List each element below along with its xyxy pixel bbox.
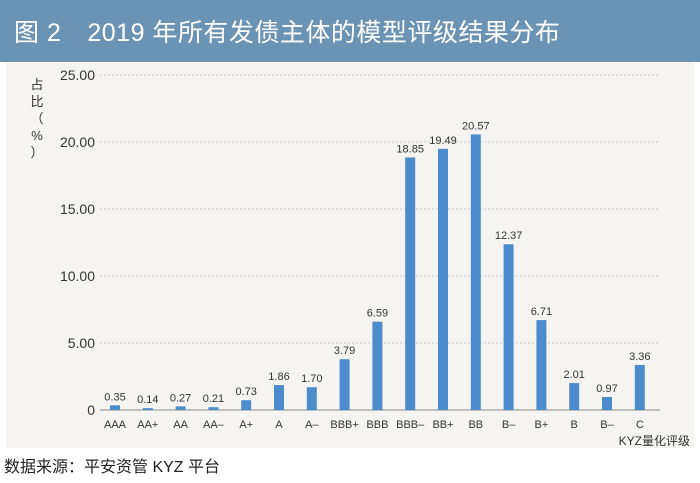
y-tick-label: 5.00 <box>68 335 95 351</box>
figure-title-bar: 图 2 2019 年所有发债主体的模型评级结果分布 <box>0 0 700 62</box>
bar-value-label: 20.57 <box>462 120 490 132</box>
bar-value-label: 0.27 <box>170 392 191 404</box>
bar-value-label: 2.01 <box>563 369 584 381</box>
x-tick-label: AA+ <box>137 419 158 431</box>
bar-B <box>569 383 580 410</box>
bar-value-label: 1.70 <box>301 373 322 385</box>
bar-A <box>274 385 284 410</box>
bar-C <box>634 364 645 410</box>
y-axis-label-char: ） <box>30 145 43 160</box>
bar-A+ <box>241 400 252 410</box>
bar-BBB+ <box>339 359 350 410</box>
bar-B– <box>503 244 514 410</box>
bar-value-label: 3.79 <box>334 345 355 357</box>
x-tick-label: A– <box>305 419 319 431</box>
bar-BBB– <box>405 157 416 410</box>
y-axis-label-char: % <box>31 128 43 143</box>
x-tick-label: AA <box>173 419 188 431</box>
y-tick-label: 20.00 <box>60 134 95 150</box>
bar-AA <box>175 406 186 410</box>
figure-title: 2019 年所有发债主体的模型评级结果分布 <box>87 19 561 47</box>
bar-value-label: 18.85 <box>396 143 424 155</box>
x-tick-label: A+ <box>239 419 253 431</box>
x-tick-label: AAA <box>104 419 127 431</box>
x-tick-label: BBB <box>366 419 388 431</box>
y-axis-label-char: 占 <box>30 77 43 92</box>
x-tick-label: B– <box>600 419 614 431</box>
bar-AAA <box>110 405 120 410</box>
bar-value-label: 19.49 <box>429 135 457 147</box>
bar-value-label: 3.36 <box>629 351 650 363</box>
figure-number: 图 2 <box>14 19 62 47</box>
bar-BB <box>470 134 481 410</box>
x-tick-label: BBB– <box>396 419 425 431</box>
bar-value-label: 0.97 <box>596 383 617 395</box>
x-tick-label: A <box>275 419 283 431</box>
bar-value-label: 0.14 <box>137 394 158 406</box>
x-tick-label: B+ <box>535 419 549 431</box>
bar-value-label: 0.35 <box>104 391 125 403</box>
y-tick-label: 10.00 <box>60 268 95 284</box>
x-tick-label: BB <box>468 419 483 431</box>
bar-BB+ <box>438 148 448 411</box>
bar-value-label: 6.59 <box>367 308 388 320</box>
y-axis-label-char: （ <box>30 111 43 126</box>
x-tick-label: BB+ <box>432 419 453 431</box>
bar-value-label: 0.73 <box>235 386 256 398</box>
bar-value-label: 0.21 <box>203 393 224 405</box>
y-tick-label: 15.00 <box>60 201 95 217</box>
bar-value-label: 6.71 <box>531 306 552 318</box>
bar-BBB <box>372 321 383 410</box>
y-axis-label-char: 比 <box>30 94 43 109</box>
y-tick-label: 25.00 <box>60 67 95 83</box>
bar-A– <box>306 387 317 410</box>
bar-value-label: 12.37 <box>495 230 523 242</box>
bar-AA+ <box>142 408 153 410</box>
bar-B– <box>602 397 612 410</box>
bar-AA– <box>208 407 219 410</box>
bar-value-label: 1.86 <box>268 371 289 383</box>
x-tick-label: AA– <box>203 419 225 431</box>
x-axis-label: KYZ量化评级 <box>619 434 690 448</box>
bar-B+ <box>536 320 547 410</box>
y-tick-label: 0 <box>87 402 95 418</box>
x-tick-label: B <box>571 419 578 431</box>
x-tick-label: BBB+ <box>330 419 358 431</box>
x-tick-label: C <box>636 419 644 431</box>
data-source-note: 数据来源：平安资管 KYZ 平台 <box>4 459 221 476</box>
x-tick-label: B– <box>502 419 516 431</box>
chart-panel <box>6 62 694 448</box>
